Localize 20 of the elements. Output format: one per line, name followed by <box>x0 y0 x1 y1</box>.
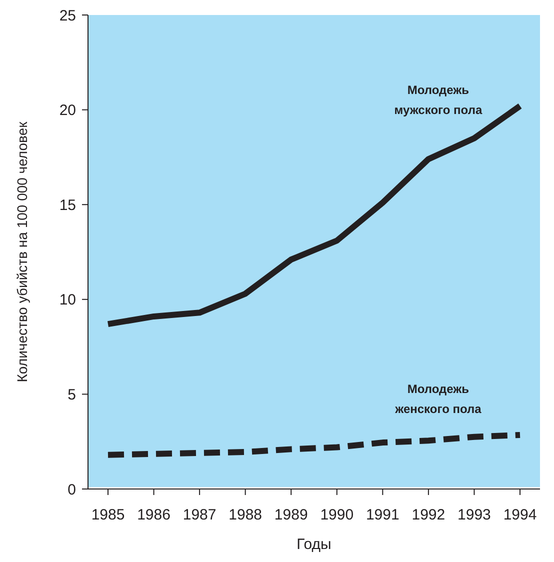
series-label: Молодежь женского пола <box>394 382 482 416</box>
y-tick-label: 0 <box>68 481 76 498</box>
y-tick-label: 5 <box>68 386 76 404</box>
y-tick-label: 25 <box>59 7 76 24</box>
y-tick-label: 20 <box>59 102 76 120</box>
series-label: Молодежь мужского пола <box>394 83 482 118</box>
x-tick-label: 1986 <box>137 506 170 524</box>
y-tick-label: 10 <box>59 292 76 309</box>
x-tick-label: 1993 <box>458 506 491 524</box>
y-tick-label: 15 <box>59 196 76 214</box>
x-tick-label: 1991 <box>366 506 400 524</box>
x-tick-label: 1989 <box>274 506 308 524</box>
y-axis-title: Количество убийств на 100 000 человек <box>14 120 30 382</box>
x-tick-label: 1988 <box>228 506 262 524</box>
x-tick-label: 1985 <box>91 506 125 524</box>
x-tick-label: 1992 <box>412 506 446 524</box>
x-tick-label: 1994 <box>503 506 537 524</box>
x-tick-label: 1990 <box>320 506 354 524</box>
x-tick-label: 1987 <box>182 506 216 524</box>
x-axis-title: Годы <box>296 536 332 553</box>
